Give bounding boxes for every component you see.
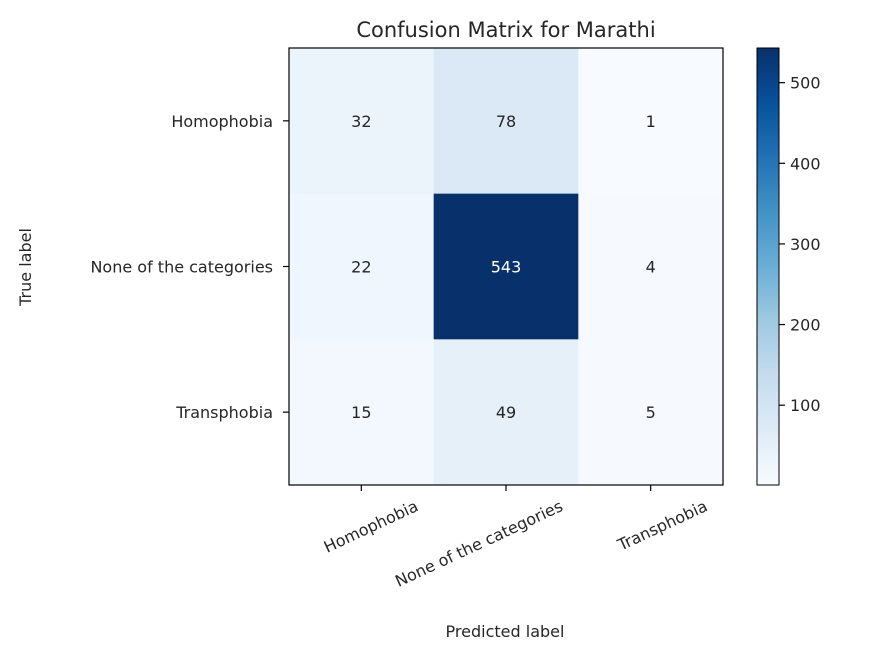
colorbar-tick-label: 300 bbox=[790, 235, 821, 254]
cell-value-label: 1 bbox=[646, 112, 656, 131]
x-tick-label: Homophobia bbox=[321, 496, 421, 556]
heatmap-cell bbox=[578, 339, 724, 486]
y-tick-label: Transphobia bbox=[175, 403, 273, 422]
colorbar-ticks: 100 200 300 400 500 bbox=[779, 74, 821, 415]
colorbar-tick-label: 400 bbox=[790, 154, 821, 173]
chart-title: Confusion Matrix for Marathi bbox=[356, 18, 655, 42]
cell-value-label: 22 bbox=[351, 258, 371, 277]
heatmap-cell-labels: 32 78 1 22 543 4 15 49 5 bbox=[351, 112, 656, 422]
colorbar-tick-label: 200 bbox=[790, 316, 821, 335]
cell-value-label: 32 bbox=[351, 112, 371, 131]
x-axis-label: Predicted label bbox=[446, 622, 565, 641]
heatmap-cell bbox=[433, 339, 579, 486]
cell-value-label: 543 bbox=[491, 258, 522, 277]
heatmap-cells bbox=[289, 48, 724, 486]
heatmap-cell bbox=[578, 48, 724, 195]
cell-value-label: 5 bbox=[646, 403, 656, 422]
heatmap-cell bbox=[289, 193, 435, 340]
cell-value-label: 49 bbox=[496, 403, 516, 422]
y-axis-ticks: Homophobia None of the categories Transpho… bbox=[90, 112, 289, 422]
y-axis-label: True label bbox=[16, 228, 35, 307]
colorbar-tick-label: 500 bbox=[790, 74, 821, 93]
heatmap-cell bbox=[289, 339, 435, 486]
heatmap-cell bbox=[433, 193, 579, 340]
colorbar bbox=[756, 47, 780, 486]
heatmap-cell bbox=[289, 48, 435, 195]
x-tick-label: Transphobia bbox=[614, 496, 711, 555]
heatmap-cell bbox=[578, 193, 724, 340]
cell-value-label: 15 bbox=[351, 403, 371, 422]
heatmap-cell bbox=[433, 48, 579, 195]
cell-value-label: 78 bbox=[496, 112, 516, 131]
colorbar-tick-label: 100 bbox=[790, 396, 821, 415]
y-tick-label: None of the categories bbox=[90, 258, 273, 277]
cell-value-label: 4 bbox=[646, 258, 656, 277]
y-tick-label: Homophobia bbox=[171, 112, 273, 131]
